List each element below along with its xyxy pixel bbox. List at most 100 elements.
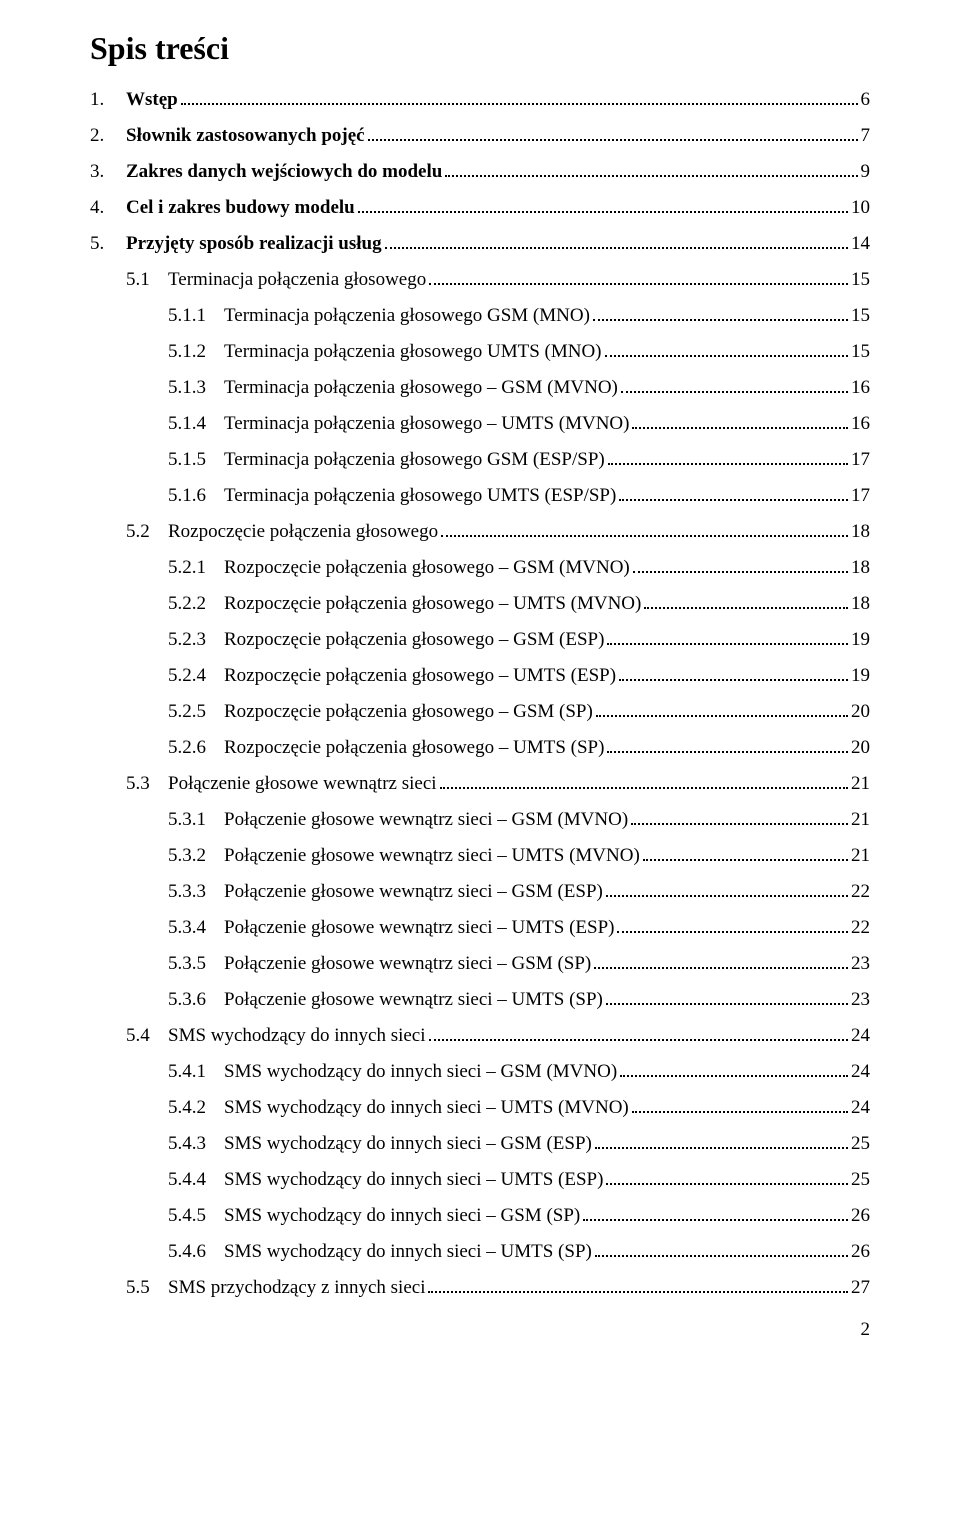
toc-leader-dots — [385, 247, 848, 249]
toc-entry-page: 25 — [851, 1133, 870, 1155]
toc-leader-dots — [593, 319, 848, 321]
toc-entry-number: 3. — [90, 161, 126, 183]
toc-entry-label: Rozpoczęcie połączenia głosowego – UMTS … — [224, 593, 641, 615]
toc-entry: 5.4SMS wychodzący do innych sieci 24 — [90, 1025, 870, 1047]
toc-leader-dots — [429, 283, 848, 285]
toc-entry: 5.4.5SMS wychodzący do innych sieci – GS… — [90, 1205, 870, 1227]
toc-entry-number: 5.4.3 — [168, 1133, 224, 1155]
toc-entry: 5.1.1Terminacja połączenia głosowego GSM… — [90, 305, 870, 327]
toc-leader-dots — [620, 1075, 848, 1077]
toc-entry-label: Terminacja połączenia głosowego UMTS (MN… — [224, 341, 602, 363]
toc-entry-label: Połączenie głosowe wewnątrz sieci – UMTS… — [224, 845, 640, 867]
page-number: 2 — [90, 1319, 870, 1341]
toc-entry-number: 5.3 — [126, 773, 168, 795]
toc-entry-label: Zakres danych wejściowych do modelu — [126, 161, 442, 183]
toc-entry-page: 16 — [851, 413, 870, 435]
toc-entry-page: 18 — [851, 593, 870, 615]
toc-entry-label: Słownik zastosowanych pojęć — [126, 125, 365, 147]
toc-entry: 4.Cel i zakres budowy modelu10 — [90, 197, 870, 219]
toc-entry-label: Rozpoczęcie połączenia głosowego – UMTS … — [224, 665, 616, 687]
toc-entry-number: 5.3.4 — [168, 917, 224, 939]
toc-entry-page: 9 — [861, 161, 871, 183]
toc-leader-dots — [440, 787, 848, 789]
toc-entry-page: 15 — [851, 305, 870, 327]
toc-entry-page: 17 — [851, 485, 870, 507]
toc-entry-number: 5.3.3 — [168, 881, 224, 903]
toc-entry-number: 5.3.5 — [168, 953, 224, 975]
toc-entry-label: Połączenie głosowe wewnątrz sieci — [168, 773, 437, 795]
toc-entry-number: 5.1.6 — [168, 485, 224, 507]
toc-entry-number: 5.2.3 — [168, 629, 224, 651]
toc-leader-dots — [619, 499, 848, 501]
toc-entry: 5.2.3Rozpoczęcie połączenia głosowego – … — [90, 629, 870, 651]
toc-entry: 5.1.3Terminacja połączenia głosowego – G… — [90, 377, 870, 399]
toc-entry-number: 2. — [90, 125, 126, 147]
toc-entry-page: 24 — [851, 1025, 870, 1047]
toc-entry-number: 5.3.1 — [168, 809, 224, 831]
toc-leader-dots — [606, 1003, 848, 1005]
toc-entry-page: 15 — [851, 269, 870, 291]
toc-leader-dots — [644, 607, 848, 609]
toc-entry: 5.3Połączenie głosowe wewnątrz sieci 21 — [90, 773, 870, 795]
toc-leader-dots — [594, 967, 848, 969]
toc-leader-dots — [631, 823, 848, 825]
toc-entry-page: 15 — [851, 341, 870, 363]
toc-entry-number: 5.2.6 — [168, 737, 224, 759]
toc-entry-number: 5.4.4 — [168, 1169, 224, 1191]
toc-entry-number: 5.4.2 — [168, 1097, 224, 1119]
toc-entry: 5.4.3SMS wychodzący do innych sieci – GS… — [90, 1133, 870, 1155]
toc-entry-page: 21 — [851, 773, 870, 795]
toc-entry-label: Rozpoczęcie połączenia głosowego – GSM (… — [224, 557, 630, 579]
toc-leader-dots — [633, 571, 848, 573]
toc-entry-page: 23 — [851, 953, 870, 975]
toc-leader-dots — [607, 751, 848, 753]
toc-entry-number: 5.4 — [126, 1025, 168, 1047]
toc-leader-dots — [608, 463, 848, 465]
toc-entry-number: 5.2 — [126, 521, 168, 543]
toc-entry-number: 5. — [90, 233, 126, 255]
toc-entry-page: 18 — [851, 521, 870, 543]
toc-leader-dots — [632, 427, 848, 429]
toc-leader-dots — [606, 1183, 848, 1185]
toc-entry-label: SMS wychodzący do innych sieci – GSM (SP… — [224, 1205, 580, 1227]
toc-entry-page: 6 — [861, 89, 871, 111]
toc-entry-number: 5.5 — [126, 1277, 168, 1299]
toc-entry: 5.2.6Rozpoczęcie połączenia głosowego – … — [90, 737, 870, 759]
toc-entry-number: 5.1 — [126, 269, 168, 291]
toc-entry: 5.3.4Połączenie głosowe wewnątrz sieci –… — [90, 917, 870, 939]
toc-entry-label: Rozpoczęcie połączenia głosowego – UMTS … — [224, 737, 604, 759]
toc-entry-label: Połączenie głosowe wewnątrz sieci – GSM … — [224, 953, 591, 975]
toc-entry: 5.4.6SMS wychodzący do innych sieci – UM… — [90, 1241, 870, 1263]
toc-entry-page: 17 — [851, 449, 870, 471]
toc-entry-page: 10 — [851, 197, 870, 219]
toc-entry: 5.5SMS przychodzący z innych sieci27 — [90, 1277, 870, 1299]
toc-leader-dots — [596, 715, 848, 717]
toc-entry-number: 5.2.4 — [168, 665, 224, 687]
toc-entry-label: SMS wychodzący do innych sieci — [168, 1025, 426, 1047]
toc-entry-label: Terminacja połączenia głosowego – GSM (M… — [224, 377, 618, 399]
toc-entry-number: 5.1.5 — [168, 449, 224, 471]
toc-leader-dots — [632, 1111, 848, 1113]
toc-entry-page: 21 — [851, 809, 870, 831]
toc-entry-page: 21 — [851, 845, 870, 867]
toc-entry: 5.1.4Terminacja połączenia głosowego – U… — [90, 413, 870, 435]
page-title: Spis treści — [90, 30, 870, 67]
toc-entry: 5.2.1Rozpoczęcie połączenia głosowego – … — [90, 557, 870, 579]
toc-entry-page: 26 — [851, 1205, 870, 1227]
toc-entry-label: Rozpoczęcie połączenia głosowego – GSM (… — [224, 701, 593, 723]
toc-leader-dots — [619, 679, 848, 681]
toc-entry: 5.3.1Połączenie głosowe wewnątrz sieci –… — [90, 809, 870, 831]
toc-entry-number: 5.4.1 — [168, 1061, 224, 1083]
toc-entry-label: Połączenie głosowe wewnątrz sieci – GSM … — [224, 809, 628, 831]
toc-entry-label: Rozpoczęcie połączenia głosowego — [168, 521, 438, 543]
toc-entry-page: 25 — [851, 1169, 870, 1191]
toc-entry-number: 5.1.1 — [168, 305, 224, 327]
toc-entry-page: 20 — [851, 701, 870, 723]
toc-entry-label: Terminacja połączenia głosowego GSM (MNO… — [224, 305, 590, 327]
toc-entry-page: 19 — [851, 629, 870, 651]
toc-entry-page: 24 — [851, 1061, 870, 1083]
toc-leader-dots — [617, 931, 848, 933]
toc-leader-dots — [605, 355, 848, 357]
toc-leader-dots — [429, 1039, 848, 1041]
toc-entry-label: SMS wychodzący do innych sieci – UMTS (M… — [224, 1097, 629, 1119]
